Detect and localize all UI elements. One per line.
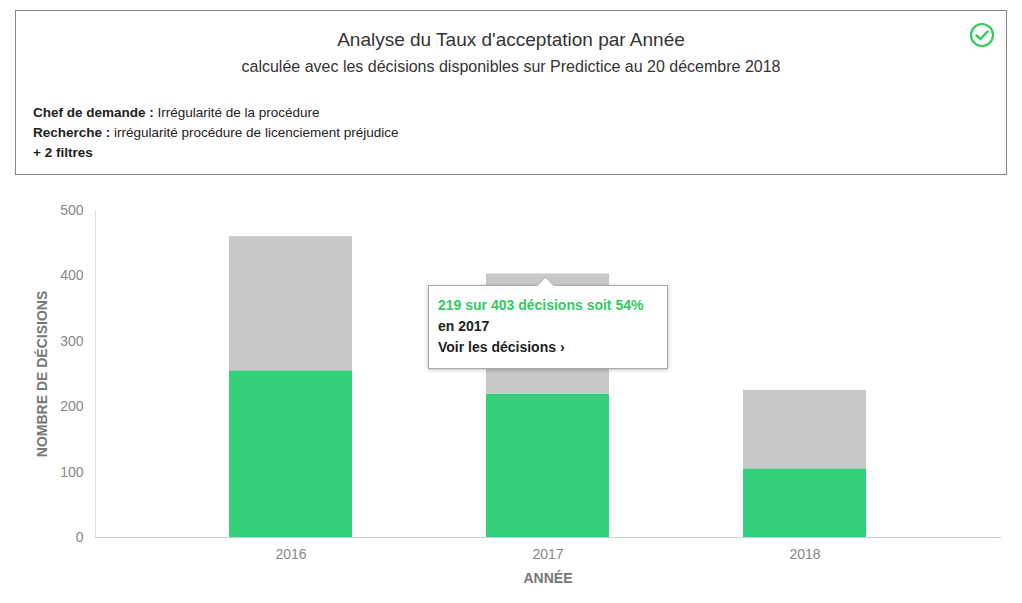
html-text:Chef de demande : Irrégularité: Chef de demande : Irrégularité de la pro… [33,105,320,120]
svg-text:100: 100 [60,464,84,480]
svg-text:2018: 2018 [789,546,820,562]
svg-text:2017: 2017 [532,546,563,562]
svg-text:500: 500 [60,202,84,218]
html-text:219 sur 403 décisions soit 54%: 219 sur 403 décisions soit 54% [438,297,644,313]
html-text:Recherche : irrégularité procé: Recherche : irrégularité procédure de li… [33,125,399,140]
svg-text:400: 400 [60,267,84,283]
html-text:+ 2 filtres: + 2 filtres [33,145,93,160]
svg-text:ANNÉE: ANNÉE [523,570,572,586]
html-text:Analyse du Taux d'acceptation: Analyse du Taux d'acceptation par Année [337,29,685,50]
svg-text:200: 200 [60,398,84,414]
html-text:Voir les décisions ›: Voir les décisions › [438,339,565,355]
svg-text:NOMBRE DE DÉCISIONS: NOMBRE DE DÉCISIONS [34,291,50,457]
svg-text:2016: 2016 [275,546,306,562]
svg-text:0: 0 [76,529,84,545]
html-text:calculée avec les décisions di: calculée avec les décisions disponibles … [241,58,781,75]
html-text:en 2017: en 2017 [438,318,490,334]
svg-text:300: 300 [60,333,84,349]
